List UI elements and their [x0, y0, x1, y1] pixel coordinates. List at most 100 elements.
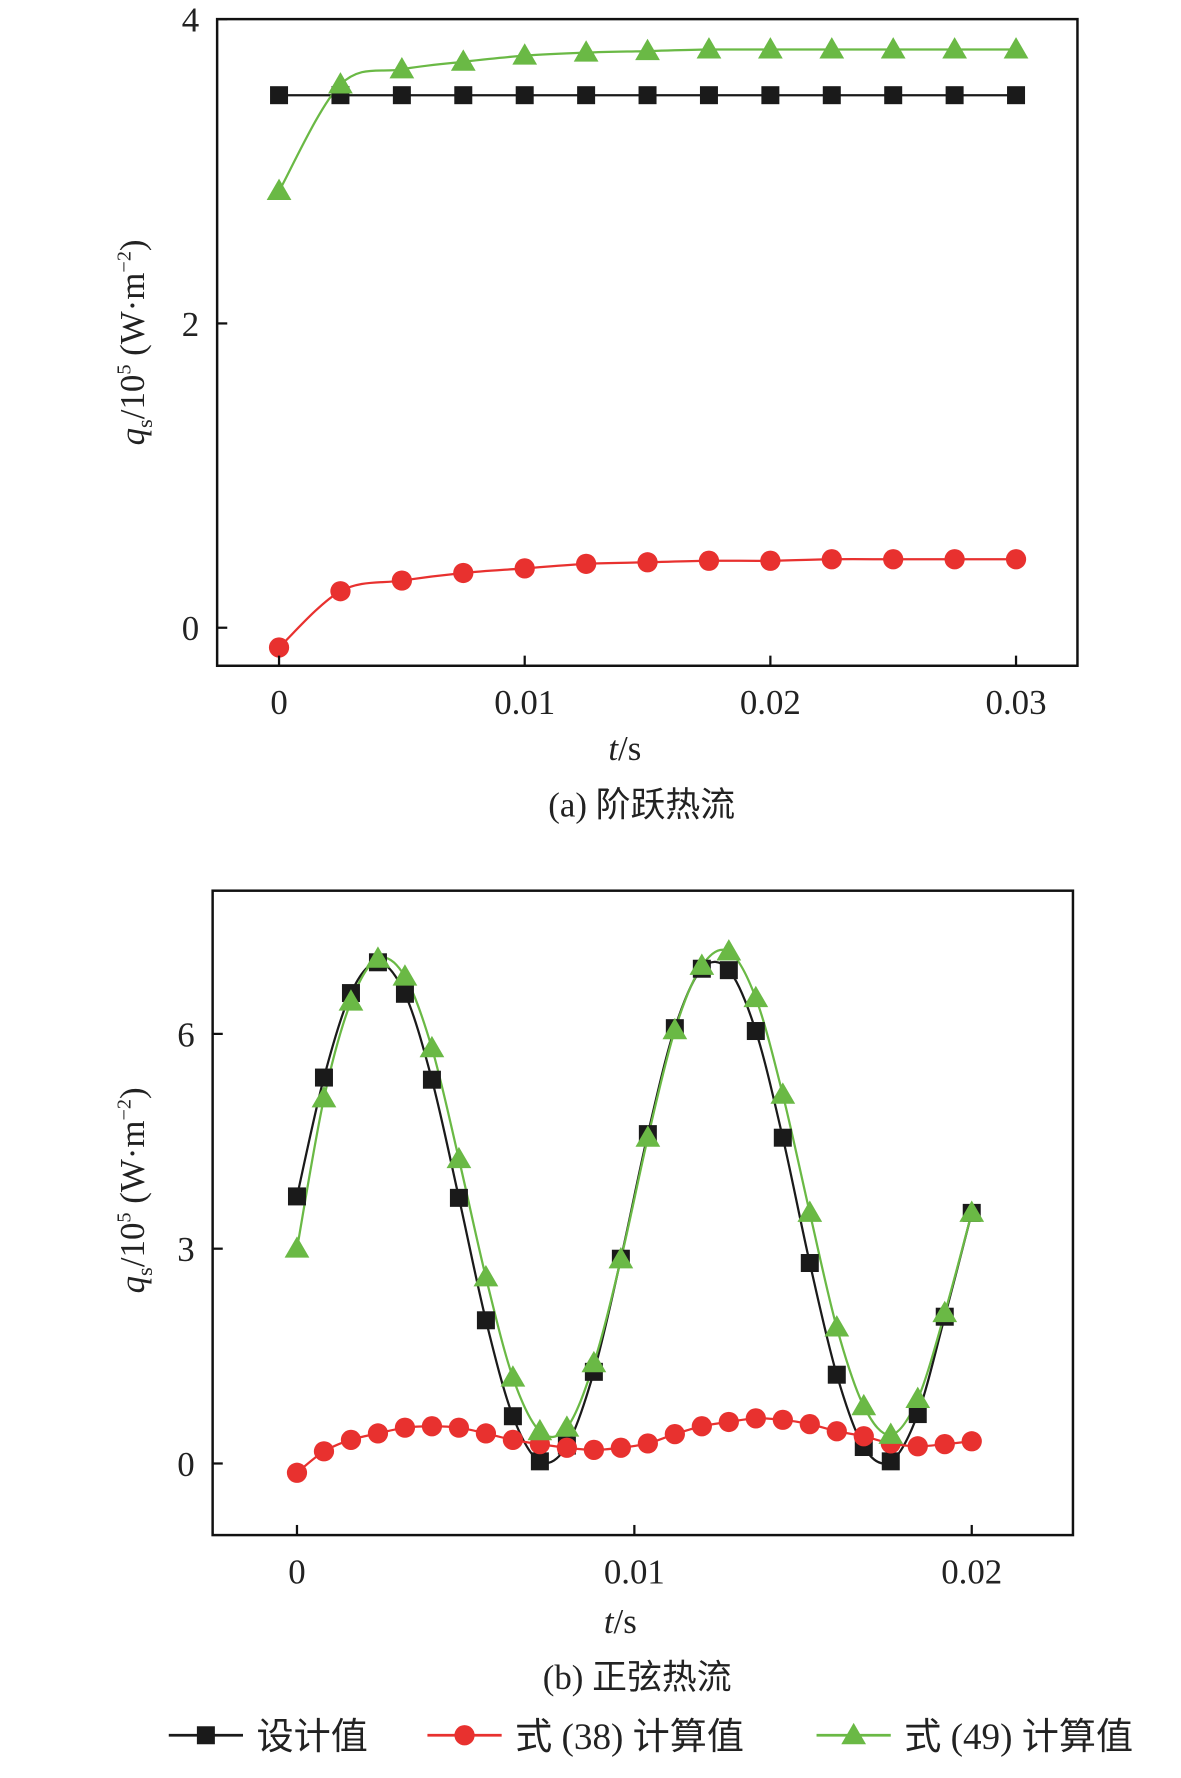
data-point-square [719, 961, 738, 980]
data-point-circle [637, 1433, 658, 1454]
x-tick-label: 0.03 [986, 683, 1047, 722]
data-point-triangle [450, 49, 476, 71]
y-title-supneg: −2 [114, 251, 136, 273]
data-point-square [395, 984, 414, 1003]
legend-label: 设计值 [256, 1717, 367, 1758]
y-tick-label: 6 [177, 1015, 194, 1054]
legend-label: 式 (38) 计算值 [515, 1716, 744, 1758]
series-line-square [295, 960, 973, 1465]
data-point-square [699, 86, 718, 105]
y-title-supneg: −2 [114, 1099, 136, 1121]
y-title-close: ) [113, 239, 152, 251]
data-point-square [884, 86, 903, 105]
data-point-triangle [770, 1082, 796, 1104]
data-point-circle [883, 549, 904, 570]
data-point-circle [556, 1437, 578, 1458]
data-point-triangle [743, 985, 769, 1008]
data-point-triangle [942, 37, 967, 59]
x-axis-title: t/s [608, 729, 641, 768]
data-point-circle [340, 1429, 362, 1450]
data-point-triangle [581, 1350, 607, 1373]
x-tick-label: 0.02 [740, 683, 801, 722]
data-point-square [761, 86, 780, 105]
data-point-square [392, 86, 411, 105]
data-point-circle [475, 1423, 497, 1444]
data-point-triangle [959, 1200, 985, 1222]
data-point-triangle [635, 1125, 661, 1147]
data-point-circle [268, 637, 290, 658]
data-point-circle [286, 1462, 308, 1483]
y-title-close: ) [113, 1087, 152, 1099]
chart-panel-a: 0 0.01 0.02 0.03 0 2 4 t/s qs/105 (W·m−2) (a) 阶跃热… [113, 0, 1079, 824]
data-point-circle [583, 1439, 604, 1461]
plot-frame [215, 17, 1079, 668]
data-point-triangle [500, 1365, 526, 1387]
legend-item-triangle: 式 (49) 计算值 [816, 1716, 1133, 1758]
y-title-mid: /10 [113, 375, 152, 420]
data-point-square [422, 1070, 441, 1089]
data-point-square [476, 1311, 495, 1330]
data-point-square [800, 1254, 819, 1273]
data-point-triangle [905, 1386, 931, 1409]
data-point-circle [961, 1431, 982, 1452]
series-line-triangle [278, 48, 1017, 192]
data-point-square [945, 86, 964, 105]
data-point-triangle [446, 1146, 472, 1169]
legend-label: 式 (49) 计算值 [904, 1716, 1133, 1758]
data-point-square [881, 1452, 900, 1471]
data-point-square [638, 86, 657, 105]
data-point-square [746, 1022, 765, 1041]
data-point-circle [514, 558, 535, 579]
data-point-triangle [851, 1393, 877, 1416]
data-point-triangle [389, 56, 415, 79]
data-point-circle [691, 1416, 712, 1437]
data-point-circle [313, 1441, 335, 1462]
y-title-q: q [113, 428, 152, 445]
data-point-circle [745, 1408, 766, 1429]
data-point-triangle [311, 1085, 337, 1108]
data-point-square [270, 86, 289, 105]
x-tick-label: 0.01 [494, 683, 555, 722]
data-point-triangle [797, 1200, 823, 1222]
y-axis-title: qs/105 (W·m−2) [113, 1087, 157, 1293]
data-point-circle [772, 1409, 793, 1430]
x-axis-title-var: t [604, 1602, 615, 1641]
data-point-triangle [878, 1422, 904, 1444]
data-point-circle [934, 1434, 955, 1455]
data-point-square [449, 1188, 468, 1207]
data-point-circle [907, 1436, 928, 1457]
data-point-square [530, 1452, 549, 1471]
data-point-triangle [284, 1236, 310, 1258]
data-point-square [1007, 86, 1026, 105]
y-title-sub: s [132, 1267, 157, 1276]
data-point-triangle [338, 989, 364, 1011]
data-point-triangle [266, 178, 292, 201]
data-point-square [908, 1405, 927, 1424]
y-axis-title: qs/105 (W·m−2) [113, 239, 157, 445]
data-point-triangle [932, 1300, 958, 1323]
data-point-triangle [328, 72, 353, 94]
plot-frame [211, 889, 1075, 1537]
data-point-triangle [716, 939, 742, 961]
data-point-triangle [365, 946, 391, 968]
panel-caption: (b) 正弦热流 [543, 1658, 732, 1697]
data-point-triangle [573, 40, 599, 62]
data-point-circle [718, 1411, 739, 1433]
data-point-triangle [819, 37, 845, 59]
data-point-circle [637, 552, 658, 573]
data-point-square [773, 1128, 792, 1147]
data-point-square [577, 86, 596, 105]
data-point-circle [826, 1421, 847, 1442]
y-title-unit: (W·m [113, 1121, 152, 1213]
y-title-sup: 5 [114, 1213, 136, 1223]
data-point-circle [421, 1416, 443, 1437]
y-tick-label: 3 [177, 1230, 194, 1269]
data-point-circle [944, 549, 965, 570]
x-axis-title-unit: /s [618, 729, 641, 768]
data-point-circle [760, 550, 781, 571]
legend-marker-square [196, 1726, 215, 1745]
data-point-circle [664, 1424, 685, 1445]
data-point-triangle [608, 1247, 634, 1269]
data-point-triangle [662, 1017, 688, 1040]
